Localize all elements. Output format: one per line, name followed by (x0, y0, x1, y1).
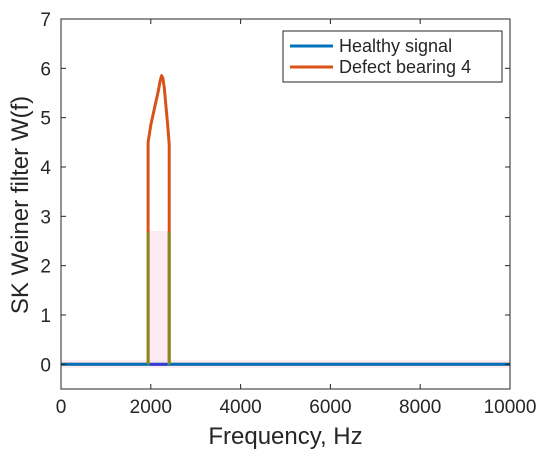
y-tick-label: 2 (40, 257, 51, 278)
plot-frame (60, 18, 511, 390)
y-axis-title: SK Weiner filter W(f) (7, 96, 34, 314)
x-axis-ticks: 0 2000 4000 6000 8000 10000 (56, 19, 537, 418)
y-tick-label: 7 (40, 10, 51, 31)
legend: Healthy signal Defect bearing 4 (282, 30, 503, 83)
legend-label-defect: Defect bearing 4 (339, 57, 471, 77)
x-tick-label: 4000 (219, 397, 261, 418)
x-axis-title: Frequency, Hz (208, 423, 362, 450)
y-tick-label: 4 (40, 158, 51, 179)
x-tick-label: 8000 (399, 397, 441, 418)
peak-highlight-band (148, 231, 170, 364)
y-tick-label: 6 (40, 59, 51, 80)
y-tick-label: 3 (40, 207, 51, 228)
legend-label-healthy: Healthy signal (339, 36, 452, 56)
overlap-layer (146, 232, 171, 366)
y-tick-label: 1 (40, 306, 51, 327)
y-tick-label: 0 (40, 355, 51, 376)
x-tick-label: 0 (56, 397, 67, 418)
x-tick-label: 2000 (130, 397, 172, 418)
y-tick-label: 5 (40, 109, 51, 130)
x-tick-label: 6000 (309, 397, 351, 418)
legend-box (282, 30, 503, 83)
series-line-defect (61, 74, 510, 366)
y-axis-ticks: 0 1 2 3 4 5 6 7 (40, 10, 510, 376)
x-tick-label: 10000 (484, 397, 537, 418)
